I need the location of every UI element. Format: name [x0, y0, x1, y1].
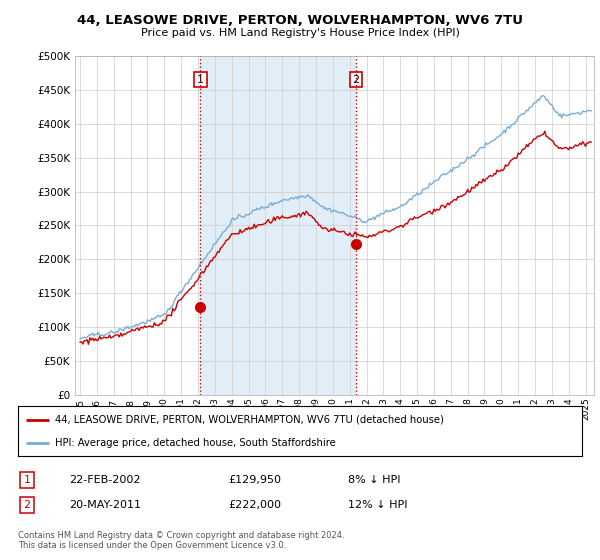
Text: 12% ↓ HPI: 12% ↓ HPI — [348, 500, 407, 510]
Text: Price paid vs. HM Land Registry's House Price Index (HPI): Price paid vs. HM Land Registry's House … — [140, 28, 460, 38]
Text: 1: 1 — [23, 475, 31, 485]
Text: 1: 1 — [197, 74, 204, 85]
Text: 2: 2 — [353, 74, 359, 85]
Text: 8% ↓ HPI: 8% ↓ HPI — [348, 475, 401, 485]
Text: £222,000: £222,000 — [228, 500, 281, 510]
Text: HPI: Average price, detached house, South Staffordshire: HPI: Average price, detached house, Sout… — [55, 438, 335, 448]
Text: £129,950: £129,950 — [228, 475, 281, 485]
Text: 44, LEASOWE DRIVE, PERTON, WOLVERHAMPTON, WV6 7TU (detached house): 44, LEASOWE DRIVE, PERTON, WOLVERHAMPTON… — [55, 414, 443, 424]
Bar — [200, 56, 356, 395]
Text: 44, LEASOWE DRIVE, PERTON, WOLVERHAMPTON, WV6 7TU: 44, LEASOWE DRIVE, PERTON, WOLVERHAMPTON… — [77, 14, 523, 27]
Text: 22-FEB-2002: 22-FEB-2002 — [69, 475, 140, 485]
Text: 2: 2 — [23, 500, 31, 510]
Text: Contains HM Land Registry data © Crown copyright and database right 2024.
This d: Contains HM Land Registry data © Crown c… — [18, 531, 344, 550]
Text: 20-MAY-2011: 20-MAY-2011 — [69, 500, 141, 510]
